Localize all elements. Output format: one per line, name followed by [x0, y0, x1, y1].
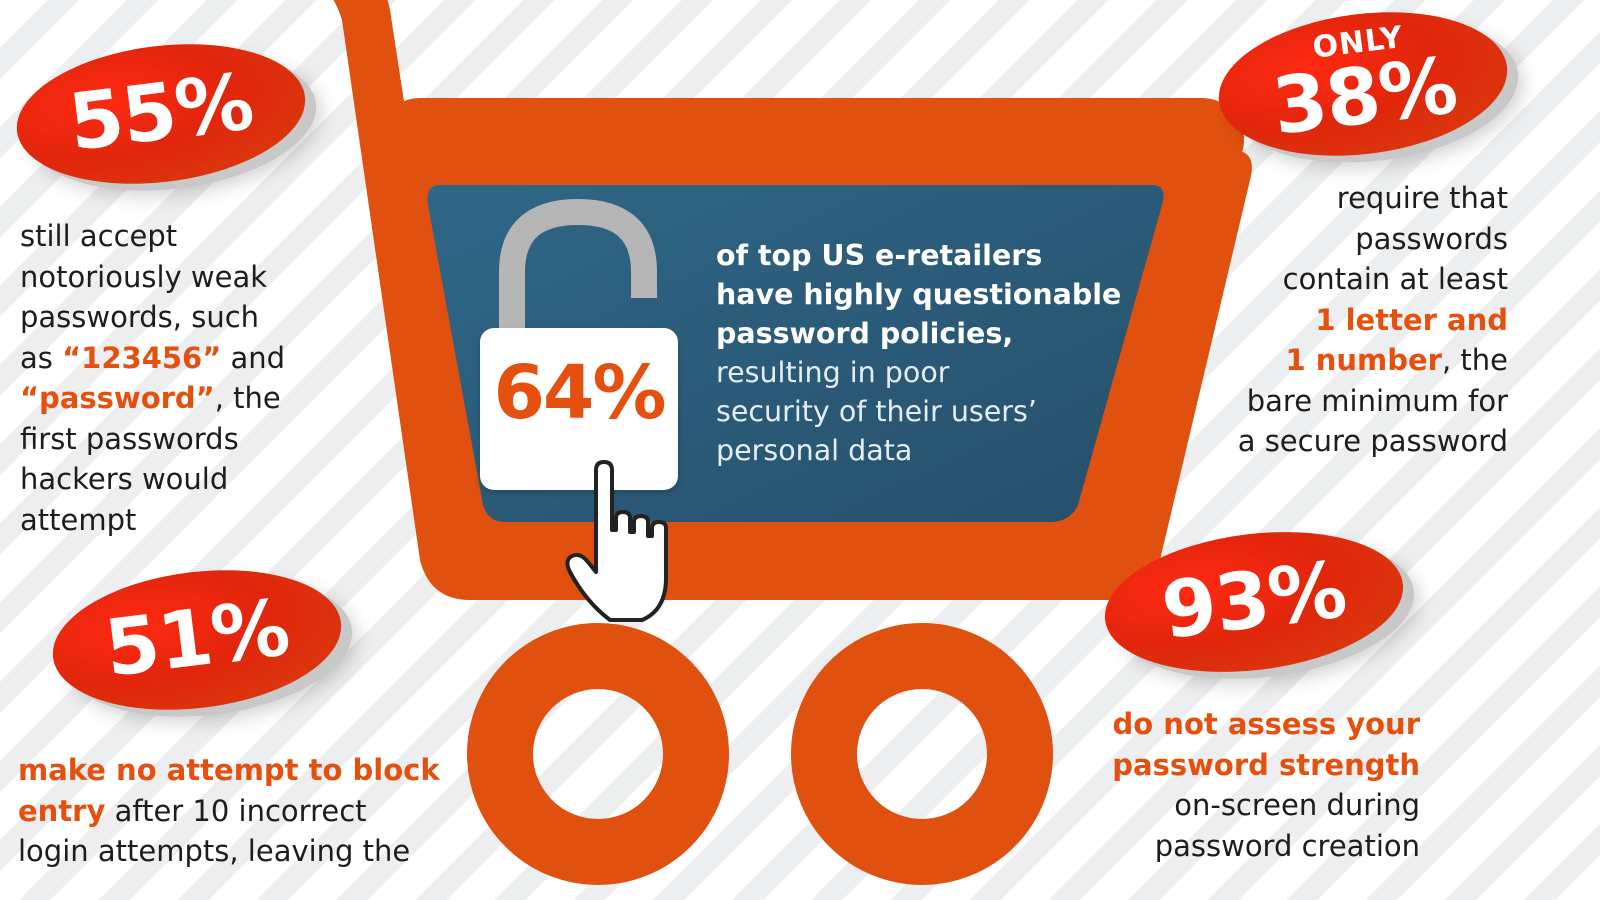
- stat-38-description: require that passwords contain at least …: [1170, 178, 1508, 462]
- highlight-text: “123456”: [62, 340, 222, 375]
- text-line: contain at least: [1282, 262, 1508, 296]
- stat-51-description: make no attempt to block entry after 10 …: [18, 750, 478, 872]
- stat-64-line: of top US e-retailers: [716, 239, 1043, 272]
- stat-64-line: security of their users’: [716, 395, 1037, 428]
- highlight-text: 1 letter and: [1315, 302, 1508, 337]
- text-line: password creation: [1154, 828, 1420, 863]
- highlight-text: password strength: [1112, 747, 1420, 782]
- text-segment: after 10 incorrect: [105, 793, 367, 828]
- highlight-text: do not assess your: [1112, 707, 1420, 741]
- stat-93-description: do not assess your password strength on-…: [1060, 704, 1420, 866]
- padlock-icon: [499, 198, 657, 340]
- text-line: passwords: [1355, 221, 1508, 256]
- cart-wheel-right: [791, 623, 1053, 885]
- highlight-text: “password”: [20, 381, 215, 415]
- text-line: a secure password: [1237, 424, 1508, 458]
- highlight-text: entry: [18, 793, 106, 828]
- text-segment: and: [221, 340, 286, 375]
- text-line: bare minimum for: [1246, 383, 1508, 418]
- text-line: login attempts, leaving the: [18, 834, 411, 868]
- stat-55-description: still accept notoriously weak passwords,…: [20, 216, 320, 540]
- text-line: require that: [1336, 181, 1508, 215]
- stat-64-line: have highly questionable: [716, 278, 1122, 311]
- text-line: attempt: [20, 502, 137, 537]
- text-line: “password”, the: [20, 378, 320, 419]
- text-line: first passwords: [20, 421, 239, 456]
- text-line: on-screen during: [1174, 788, 1420, 822]
- text-line: entry after 10 incorrect: [18, 791, 478, 832]
- stat-64-line: resulting in poor: [716, 356, 950, 389]
- text-line: passwords, such: [20, 300, 260, 334]
- text-line: notoriously weak: [20, 259, 268, 294]
- hand-cursor-icon: [565, 460, 668, 622]
- cart-wheel-left: [467, 623, 729, 885]
- text-segment: , the: [214, 381, 281, 415]
- highlight-text: make no attempt to block: [18, 753, 440, 787]
- stat-64-value: 64%: [493, 350, 666, 436]
- stat-64-description: of top US e-retailers have highly questi…: [716, 236, 1146, 470]
- text-line: still accept: [20, 219, 178, 253]
- text-segment: , the: [1441, 343, 1508, 377]
- text-line: as “123456” and: [20, 338, 320, 379]
- padlock-body: [480, 328, 678, 490]
- highlight-text: 1 number: [1285, 343, 1442, 377]
- stat-64-line: personal data: [716, 434, 913, 467]
- stat-64-line: password policies,: [716, 317, 1014, 350]
- text-line: 1 number, the: [1170, 340, 1508, 381]
- text-line: hackers would: [20, 462, 229, 496]
- text-segment: as: [20, 340, 63, 375]
